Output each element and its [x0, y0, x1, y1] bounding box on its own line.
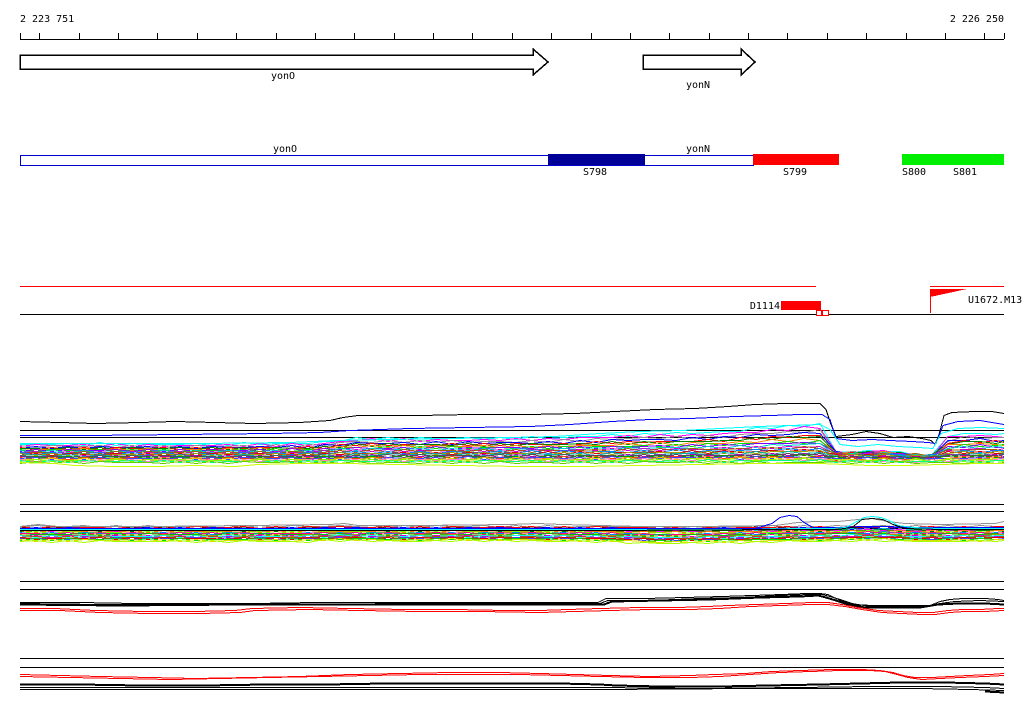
profile-line — [20, 515, 1004, 530]
gene-arrow-label-yonN: yonN — [686, 80, 710, 91]
probe-segment-S799[interactable] — [753, 154, 839, 165]
profile-line — [19, 448, 1004, 459]
profile-line — [19, 445, 1005, 458]
profile-line — [20, 414, 1005, 445]
profile-line — [20, 604, 1005, 615]
profile-line — [19, 403, 1005, 446]
profile-line — [20, 456, 1005, 463]
ruler-start-coordinate: 2 223 751 — [20, 14, 74, 25]
profile-line — [20, 602, 1004, 613]
gene-arrow-label-yonO: yonO — [271, 71, 295, 82]
profile-line — [20, 593, 1005, 606]
profile-line — [19, 594, 1005, 609]
gene-label-yonO: yonO — [273, 144, 297, 155]
marker-square — [822, 310, 829, 316]
profile-group-4 — [19, 658, 1005, 694]
profile-line — [20, 517, 1004, 531]
profile-line — [19, 529, 1005, 536]
probe-label-S799: S799 — [783, 167, 807, 178]
profile-line — [20, 681, 1005, 688]
profile-line — [19, 437, 1005, 458]
marker-track: D1114 U1672.M13 — [20, 286, 1022, 316]
probe-label-S801: S801 — [953, 167, 977, 178]
marker-square — [816, 310, 822, 316]
profile-line — [20, 423, 1005, 450]
gene-arrow-track: yonO yonN — [19, 47, 757, 91]
marker-label-U1672.M13: U1672.M13 — [968, 295, 1022, 306]
ruler-end-coordinate: 2 226 250 — [950, 14, 1004, 25]
coordinate-ruler — [20, 33, 1005, 40]
gene-label-yonN: yonN — [686, 144, 710, 155]
marker-label-D1114: D1114 — [750, 301, 780, 312]
profile-line — [19, 670, 1005, 681]
gene-model-track: yonO yonN S798 S799 S800 S801 — [20, 144, 1004, 178]
profile-group-1 — [19, 403, 1005, 468]
insertion-marker-U1672.M13[interactable] — [930, 289, 967, 297]
profile-line — [19, 517, 1005, 527]
profile-line — [19, 462, 1004, 468]
gene-arrow-yonO[interactable] — [19, 47, 550, 77]
profile-group-3 — [19, 581, 1005, 615]
profile-line — [19, 460, 1005, 465]
profile-line — [19, 532, 1005, 538]
probe-segment-S800-S801[interactable] — [902, 154, 1004, 165]
probe-label-S798: S798 — [583, 167, 607, 178]
gene-arrow-yonN[interactable] — [642, 47, 757, 77]
profile-line — [20, 688, 1005, 691]
expression-profile-tracks — [19, 403, 1005, 694]
profile-line — [20, 514, 1004, 529]
deletion-marker-D1114[interactable] — [781, 301, 821, 310]
probe-label-S800: S800 — [902, 167, 926, 178]
profile-line — [984, 690, 1005, 694]
profile-line — [19, 538, 1005, 545]
profile-group-2 — [19, 504, 1005, 545]
probe-segment-S798[interactable] — [548, 154, 645, 165]
